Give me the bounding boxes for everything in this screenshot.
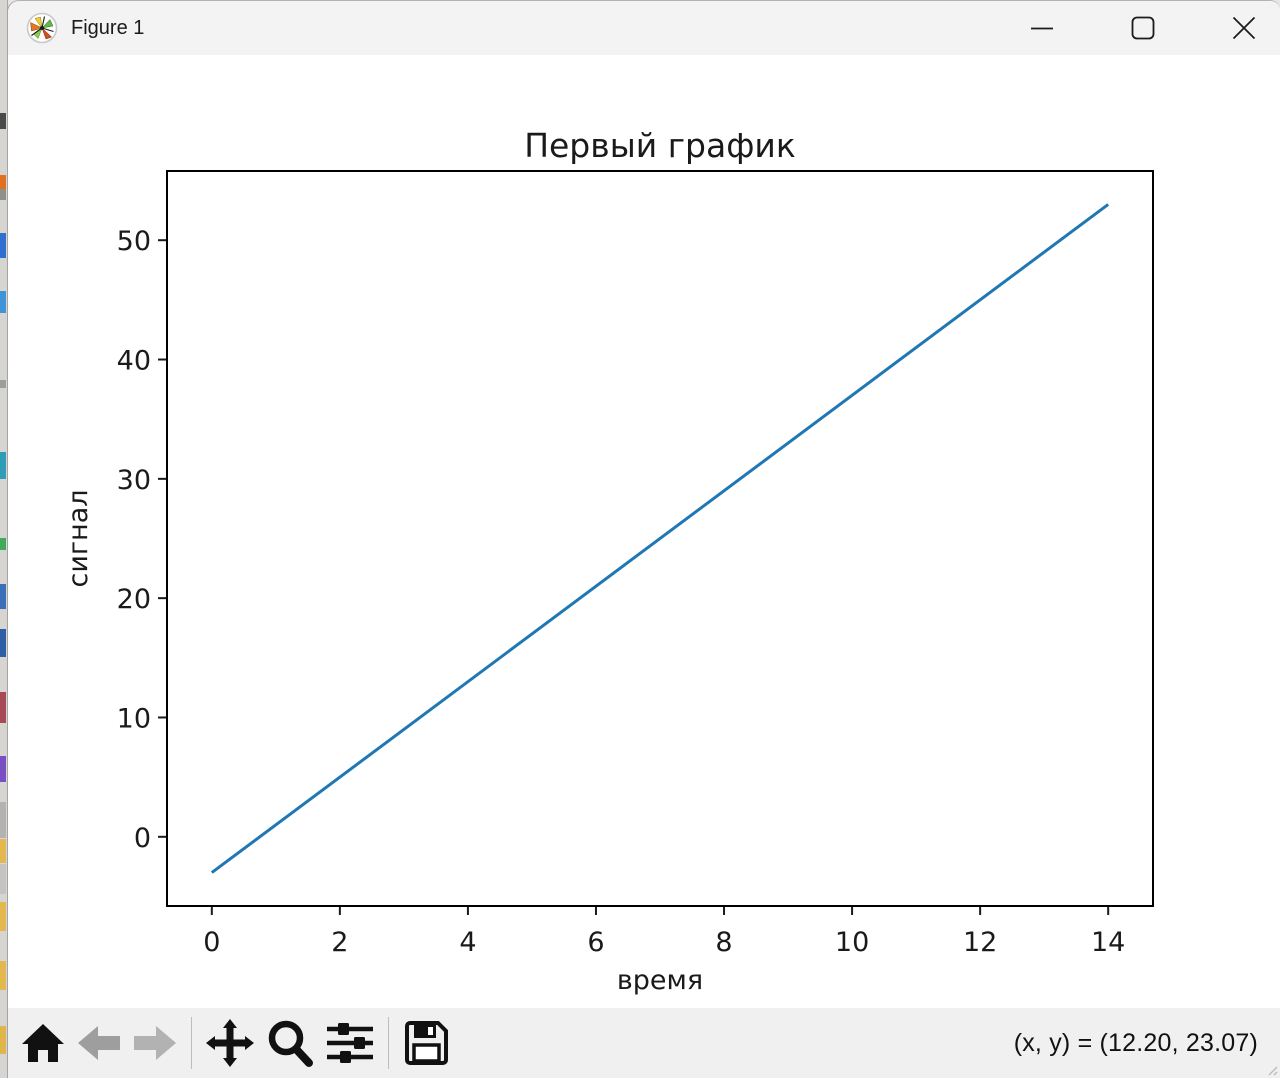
back-button[interactable] (76, 1016, 122, 1070)
navigation-toolbar: (x, y) = (12.20, 23.07) (8, 1008, 1280, 1078)
svg-text:6: 6 (587, 927, 604, 958)
toolbar-separator (191, 1017, 192, 1069)
svg-text:14: 14 (1091, 927, 1125, 958)
pan-arrows-icon (206, 1019, 254, 1067)
desktop-icon-fragment (0, 629, 6, 657)
desktop-icon-fragment (0, 291, 6, 313)
desktop-icon-fragment (0, 839, 6, 863)
desktop-icon-fragment (0, 692, 6, 723)
svg-text:сигнал: сигнал (63, 489, 94, 587)
desktop-icon-fragment (0, 584, 6, 609)
floppy-disk-icon (405, 1021, 448, 1065)
home-button[interactable] (20, 1016, 66, 1070)
titlebar[interactable]: Figure 1 (8, 1, 1280, 55)
forward-button[interactable] (132, 1016, 178, 1070)
svg-text:0: 0 (203, 927, 220, 958)
configure-subplots-button[interactable] (325, 1016, 375, 1070)
desktop-icon-fragment (0, 233, 6, 258)
plot-canvas[interactable]: 0 2 4 6 8 10 12 14 0 10 20 30 40 50 Первый график время… (8, 55, 1280, 1009)
minimize-icon (1031, 27, 1053, 30)
arrow-right-icon (134, 1026, 176, 1060)
window-title: Figure 1 (71, 16, 145, 39)
home-icon (22, 1024, 64, 1062)
svg-text:10: 10 (835, 927, 869, 958)
svg-text:4: 4 (459, 927, 476, 958)
desktop-icon-fragment (0, 961, 6, 990)
cursor-coordinates: (x, y) = (12.20, 23.07) (1013, 1028, 1258, 1057)
desktop-icon-fragment (0, 538, 6, 550)
svg-text:0: 0 (134, 823, 151, 854)
window-controls (1028, 1, 1258, 55)
svg-text:время: время (617, 965, 703, 996)
desktop-icon-fragment (0, 756, 6, 782)
desktop-icon-fragment (0, 902, 6, 931)
svg-text:8: 8 (715, 927, 732, 958)
desktop-icon-fragment (0, 189, 6, 200)
desktop-icon-fragment (0, 113, 6, 129)
sliders-icon (327, 1023, 373, 1063)
desktop-icon-fragment (0, 380, 6, 388)
line-chart: 0 2 4 6 8 10 12 14 0 10 20 30 40 50 Первый график время… (63, 126, 1154, 996)
pan-button[interactable] (205, 1016, 255, 1070)
svg-text:30: 30 (117, 465, 151, 496)
close-button[interactable] (1230, 14, 1258, 42)
magnifier-icon (268, 1020, 313, 1067)
arrow-left-icon (78, 1026, 120, 1060)
minimize-button[interactable] (1028, 14, 1056, 42)
svg-text:50: 50 (117, 226, 151, 257)
desktop-icon-fragment (0, 452, 6, 479)
svg-text:20: 20 (117, 584, 151, 615)
svg-text:2: 2 (331, 927, 348, 958)
desktop-icon-fragment (0, 1026, 6, 1054)
figure-window: Figure 1 0 2 4 6 8 10 12 14 0 10 20 30 40 50 Первый (7, 0, 1280, 1078)
desktop-icon-fragment (0, 175, 6, 189)
maximize-icon (1131, 16, 1155, 40)
save-button[interactable] (402, 1016, 450, 1070)
svg-text:10: 10 (117, 703, 151, 734)
zoom-button[interactable] (265, 1016, 315, 1070)
resize-grip-icon[interactable] (1264, 1062, 1278, 1076)
maximize-button[interactable] (1129, 14, 1157, 42)
matplotlib-logo-icon (26, 12, 58, 44)
svg-text:40: 40 (117, 346, 151, 377)
svg-text:12: 12 (963, 927, 997, 958)
close-icon (1232, 16, 1256, 40)
desktop-icon-fragment (0, 864, 6, 894)
toolbar-separator (388, 1017, 389, 1069)
svg-text:Первый график: Первый график (524, 126, 796, 165)
desktop-icon-fragment (0, 802, 6, 838)
